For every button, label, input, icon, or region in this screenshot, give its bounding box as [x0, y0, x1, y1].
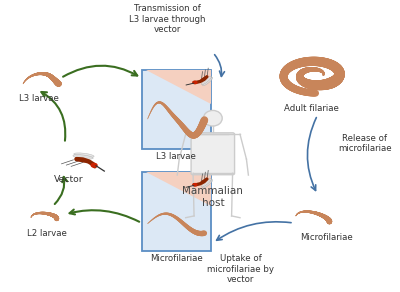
Text: Mammalian
host: Mammalian host [182, 186, 243, 208]
Circle shape [192, 81, 198, 84]
Ellipse shape [203, 180, 213, 188]
Text: Adult filariae: Adult filariae [284, 104, 339, 113]
Text: Vector: Vector [54, 175, 83, 184]
FancyBboxPatch shape [191, 133, 234, 175]
Ellipse shape [75, 158, 87, 163]
Polygon shape [146, 69, 211, 104]
FancyBboxPatch shape [142, 172, 211, 251]
Ellipse shape [204, 110, 222, 126]
FancyBboxPatch shape [142, 69, 211, 149]
Ellipse shape [201, 179, 212, 187]
Ellipse shape [200, 178, 208, 183]
Text: Uptake of
microfilariae by
vector: Uptake of microfilariae by vector [207, 254, 274, 284]
Ellipse shape [74, 153, 94, 157]
Circle shape [192, 183, 198, 187]
Text: L3 larvae: L3 larvae [156, 152, 196, 161]
Text: Transmission of
L3 larvae through
vector: Transmission of L3 larvae through vector [129, 4, 206, 34]
Text: Release of
microfilariae: Release of microfilariae [338, 134, 392, 153]
Ellipse shape [201, 76, 212, 85]
Text: L3 larvae: L3 larvae [19, 94, 59, 103]
Ellipse shape [203, 77, 213, 86]
Text: Microfilariae: Microfilariae [150, 254, 203, 263]
Ellipse shape [200, 76, 208, 81]
Polygon shape [146, 172, 211, 206]
Circle shape [90, 163, 98, 168]
Text: Microfilariae: Microfilariae [300, 233, 352, 242]
Ellipse shape [73, 155, 93, 159]
Text: L2 larvae: L2 larvae [27, 229, 67, 238]
